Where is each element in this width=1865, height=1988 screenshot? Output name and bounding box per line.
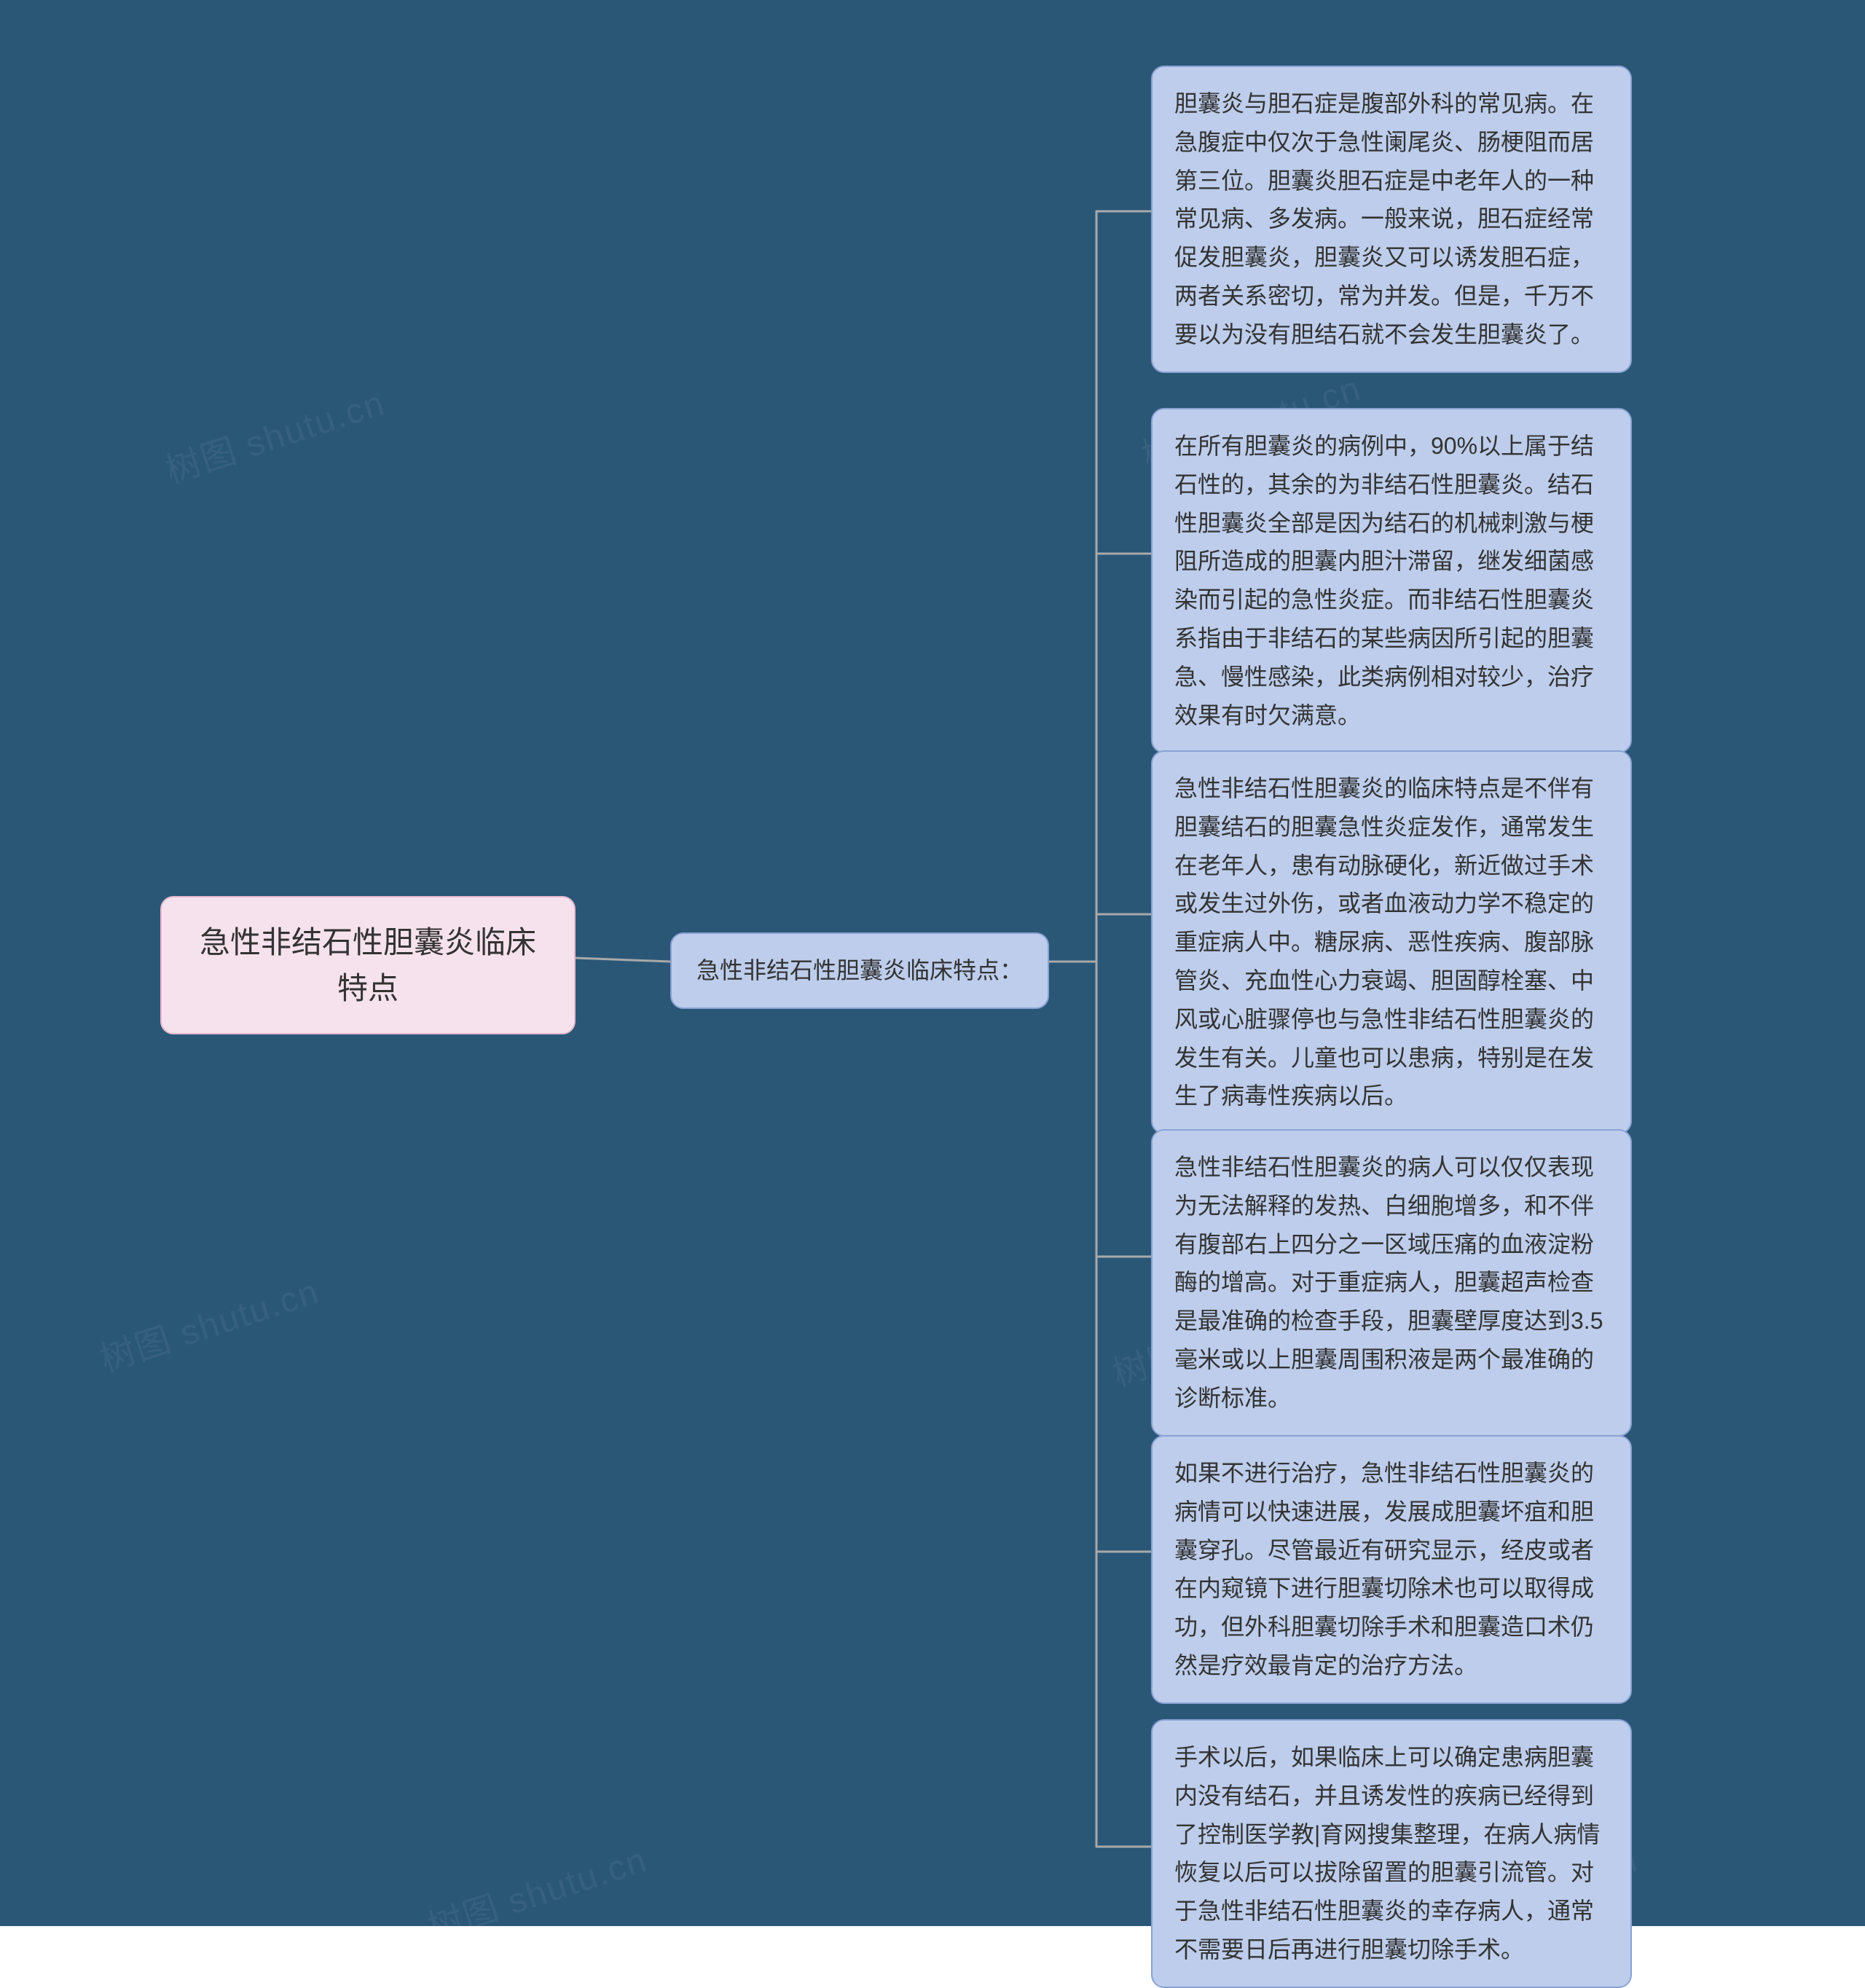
- leaf-node-label: 如果不进行治疗，急性非结石性胆囊炎的病情可以快速进展，发展成胆囊坏疽和胆囊穿孔。…: [1174, 1460, 1594, 1678]
- leaf-node[interactable]: 在所有胆囊炎的病例中，90%以上属于结石性的，其余的为非结石性胆囊炎。结石性胆囊…: [1151, 408, 1632, 753]
- leaf-node-label: 急性非结石性胆囊炎的临床特点是不伴有胆囊结石的胆囊急性炎症发作，通常发生在老年人…: [1174, 775, 1594, 1109]
- leaf-node-label: 胆囊炎与胆石症是腹部外科的常见病。在急腹症中仅次于急性阑尾炎、肠梗阻而居第三位。…: [1174, 90, 1594, 347]
- leaf-node[interactable]: 胆囊炎与胆石症是腹部外科的常见病。在急腹症中仅次于急性阑尾炎、肠梗阻而居第三位。…: [1151, 66, 1632, 373]
- watermark: 树图 shutu.cn: [93, 1262, 325, 1381]
- leaf-node[interactable]: 如果不进行治疗，急性非结石性胆囊炎的病情可以快速进展，发展成胆囊坏疽和胆囊穿孔。…: [1151, 1435, 1632, 1704]
- leaf-node[interactable]: 手术以后，如果临床上可以确定患病胆囊内没有结石，并且诱发性的疾病已经得到了控制医…: [1151, 1719, 1632, 1988]
- mid-node-label: 急性非结石性胆囊炎临床特点：: [696, 957, 1023, 983]
- leaf-node-label: 急性非结石性胆囊炎的病人可以仅仅表现为无法解释的发热、白细胞增多，和不伴有腹部右…: [1174, 1154, 1603, 1411]
- mindmap-canvas: 树图 shutu.cn树图 shutu.cn树图 shutu.cn树图 shut…: [0, 0, 1865, 1926]
- leaf-node-label: 在所有胆囊炎的病例中，90%以上属于结石性的，其余的为非结石性胆囊炎。结石性胆囊…: [1174, 433, 1594, 728]
- watermark: 树图 shutu.cn: [158, 374, 390, 492]
- leaf-node-label: 手术以后，如果临床上可以确定患病胆囊内没有结石，并且诱发性的疾病已经得到了控制医…: [1174, 1744, 1600, 1963]
- leaf-node[interactable]: 急性非结石性胆囊炎的临床特点是不伴有胆囊结石的胆囊急性炎症发作，通常发生在老年人…: [1151, 750, 1632, 1134]
- leaf-node[interactable]: 急性非结石性胆囊炎的病人可以仅仅表现为无法解释的发热、白细胞增多，和不伴有腹部右…: [1151, 1129, 1632, 1437]
- root-node[interactable]: 急性非结石性胆囊炎临床特点: [160, 896, 576, 1034]
- root-node-label: 急性非结石性胆囊炎临床特点: [200, 925, 536, 1005]
- watermark: 树图 shutu.cn: [420, 1831, 653, 1949]
- mid-node[interactable]: 急性非结石性胆囊炎临床特点：: [670, 932, 1049, 1009]
